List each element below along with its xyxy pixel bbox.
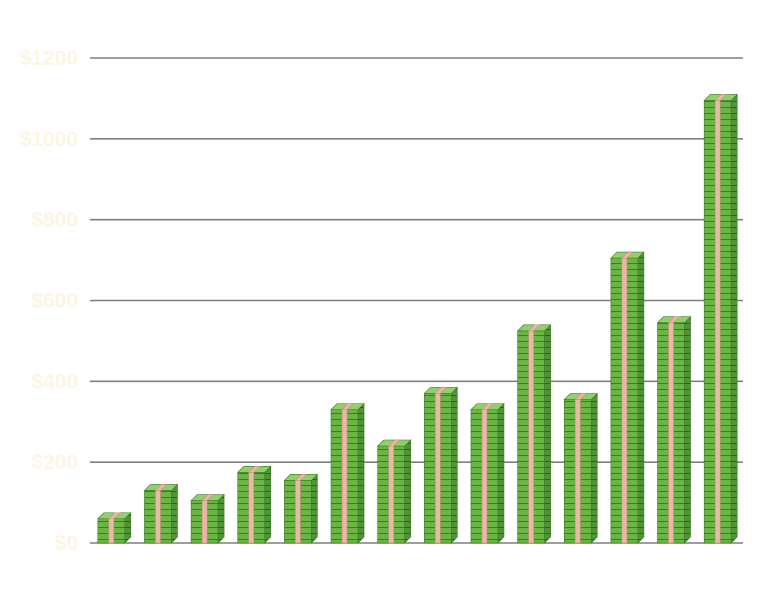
bar-band-top xyxy=(294,474,308,481)
bar-band-top xyxy=(481,403,494,410)
bar-side xyxy=(544,324,551,544)
bar-band xyxy=(528,330,534,544)
bar xyxy=(330,402,365,544)
y-tick-label: $1200 xyxy=(20,47,78,70)
bar xyxy=(610,251,645,544)
bar xyxy=(283,473,319,544)
y-tick-label: $200 xyxy=(31,451,78,474)
gridlines xyxy=(90,57,743,544)
bar-band-top xyxy=(248,465,261,473)
bar-side xyxy=(404,439,411,544)
bar-side xyxy=(590,392,598,544)
bar-side xyxy=(357,402,365,544)
bar-band-top xyxy=(201,494,214,501)
bar-side xyxy=(171,483,178,544)
bar-side xyxy=(451,386,458,544)
bar-band-top xyxy=(621,251,634,259)
y-tick-label: $600 xyxy=(31,290,78,313)
bar xyxy=(143,483,179,544)
bar-band-top xyxy=(387,439,401,447)
bar-band-top xyxy=(434,387,448,394)
bar xyxy=(190,493,225,544)
bar-band xyxy=(295,480,301,544)
bar-band xyxy=(341,409,348,544)
bars xyxy=(97,93,738,544)
bar xyxy=(470,402,505,544)
y-tick-label: $1000 xyxy=(20,128,78,151)
bar-side xyxy=(311,473,318,544)
bar xyxy=(423,386,459,544)
bar-band-top xyxy=(714,94,727,101)
y-tick-label: $400 xyxy=(31,370,78,393)
bar-band xyxy=(435,393,441,544)
bar xyxy=(97,512,132,544)
bar-band xyxy=(388,445,394,544)
bar-band xyxy=(481,409,488,544)
bar-side xyxy=(264,465,272,544)
bar-band-top xyxy=(574,393,587,400)
bar-band xyxy=(108,518,115,544)
y-axis-ticks: $0 $200 $400 $600 $800 $1000 $1200 xyxy=(20,47,78,555)
bar xyxy=(237,465,272,544)
bar-side xyxy=(730,93,738,544)
bar-band-top xyxy=(667,316,681,324)
bar-band xyxy=(155,490,161,544)
bar-band xyxy=(201,500,208,544)
bar-band xyxy=(668,322,674,544)
bar-band-top xyxy=(154,484,168,491)
bar xyxy=(703,93,738,544)
bar-side xyxy=(497,402,505,544)
bar-band xyxy=(248,471,255,544)
bar-band xyxy=(574,399,581,544)
bar-side xyxy=(217,493,225,544)
bar-band xyxy=(621,257,628,544)
bar xyxy=(656,316,692,544)
bar-band-top xyxy=(341,403,354,410)
bar-band xyxy=(714,100,721,544)
bar-band-top xyxy=(108,512,121,520)
bar-side xyxy=(637,251,645,544)
bar xyxy=(563,392,598,544)
bar xyxy=(376,439,412,544)
y-tick-label: $0 xyxy=(55,532,78,555)
bar-side xyxy=(684,316,691,544)
y-tick-label: $800 xyxy=(31,209,78,232)
bar-band-top xyxy=(527,324,541,332)
bar xyxy=(516,324,552,544)
